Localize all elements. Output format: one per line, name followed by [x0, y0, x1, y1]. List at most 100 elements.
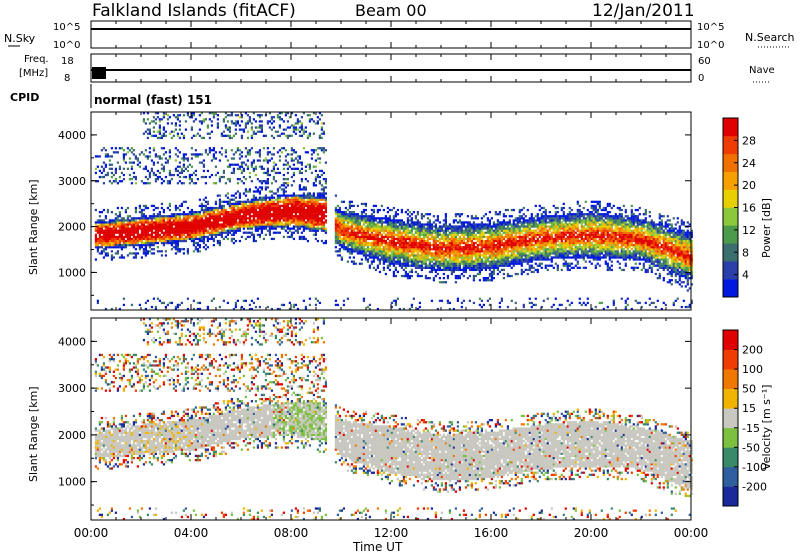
power-cell: [212, 221, 215, 224]
power-cell: [218, 202, 221, 206]
power-cell: [292, 221, 295, 224]
power-cell: [356, 204, 359, 208]
power-cell: [234, 225, 237, 228]
power-cell: [404, 262, 407, 265]
power-cell: [488, 227, 491, 230]
power-cell: [108, 231, 111, 234]
power-cell: [230, 120, 233, 123]
power-cell: [238, 225, 241, 228]
power-cell: [178, 136, 181, 140]
power-cell: [284, 194, 287, 197]
power-cell: [336, 227, 339, 230]
power-cell: [418, 225, 421, 228]
power-cell: [470, 217, 473, 220]
power-cell: [276, 206, 279, 210]
power-cell: [220, 206, 223, 210]
power-cell: [426, 227, 429, 230]
power-cell: [238, 211, 241, 214]
power-cell: [312, 215, 315, 218]
power-cell: [214, 225, 217, 228]
power-cell: [466, 262, 469, 265]
power-cell: [272, 165, 275, 168]
power-cell: [464, 241, 467, 245]
power-cell: [334, 208, 337, 212]
power-cell: [106, 223, 109, 226]
power-cell: [138, 303, 141, 307]
power-cell: [334, 233, 337, 236]
power-cell: [300, 180, 303, 183]
power-cell: [374, 254, 377, 257]
power-cell: [366, 246, 369, 249]
power-cell: [404, 223, 407, 226]
power-cell: [234, 221, 237, 224]
power-cell: [278, 211, 281, 214]
power-cell: [302, 225, 305, 228]
power-cell: [458, 231, 461, 234]
power-cell: [214, 235, 217, 239]
power-cell: [382, 231, 385, 234]
power-cell: [456, 277, 459, 280]
power-cell: [408, 254, 411, 257]
power-cell: [142, 252, 145, 255]
power-cell: [366, 235, 369, 239]
power-cell: [440, 264, 443, 267]
power-cell: [274, 223, 277, 226]
power-cell: [466, 235, 469, 239]
power-cell: [438, 256, 441, 259]
power-cell: [472, 279, 475, 282]
power-cell: [304, 307, 307, 311]
power-cell: [218, 200, 221, 203]
power-cell: [104, 241, 107, 245]
power-cell: [446, 277, 449, 280]
power-cell: [206, 217, 209, 220]
power-cell: [176, 225, 179, 228]
power-cell: [490, 237, 493, 241]
power-cell: [174, 153, 177, 156]
power-cell: [156, 206, 159, 210]
power-cell: [350, 219, 353, 222]
power-cell: [398, 254, 401, 257]
power-cell: [114, 147, 117, 150]
power-cell: [102, 235, 105, 239]
power-cell: [334, 299, 337, 302]
power-cell: [400, 274, 403, 278]
power-cell: [410, 239, 413, 243]
power-cell: [180, 219, 183, 222]
power-cell: [322, 171, 325, 175]
power-cell: [468, 258, 471, 261]
power-cell: [318, 136, 321, 140]
power-cell: [450, 256, 453, 259]
power-cell: [400, 252, 403, 255]
power-cell: [312, 229, 315, 232]
power-cell: [270, 225, 273, 228]
power-cell: [202, 175, 205, 179]
power-cell: [266, 208, 269, 212]
power-cell: [260, 188, 263, 191]
power-cell: [284, 223, 287, 226]
power-cell: [462, 239, 465, 243]
power-cell: [162, 116, 165, 119]
power-cell: [182, 211, 185, 214]
power-cell: [118, 246, 121, 249]
power-cell: [386, 231, 389, 234]
power-cell: [114, 151, 117, 154]
power-cell: [466, 250, 469, 253]
power-cell: [102, 147, 105, 150]
power-cell: [154, 231, 157, 234]
power-cell: [404, 225, 407, 228]
power-cell: [446, 301, 449, 305]
power-cell: [146, 227, 149, 230]
power-cell: [382, 254, 385, 257]
power-cell: [318, 169, 321, 173]
power-cell: [110, 256, 113, 259]
power-cell: [502, 237, 505, 241]
power-cell: [228, 231, 231, 234]
power-cell: [422, 248, 425, 251]
power-cell: [200, 204, 203, 208]
power-cell: [400, 250, 403, 253]
power-cell: [268, 233, 271, 236]
power-cell: [290, 227, 293, 230]
power-cell: [168, 225, 171, 228]
power-cell: [148, 155, 151, 158]
power-cell: [170, 231, 173, 234]
